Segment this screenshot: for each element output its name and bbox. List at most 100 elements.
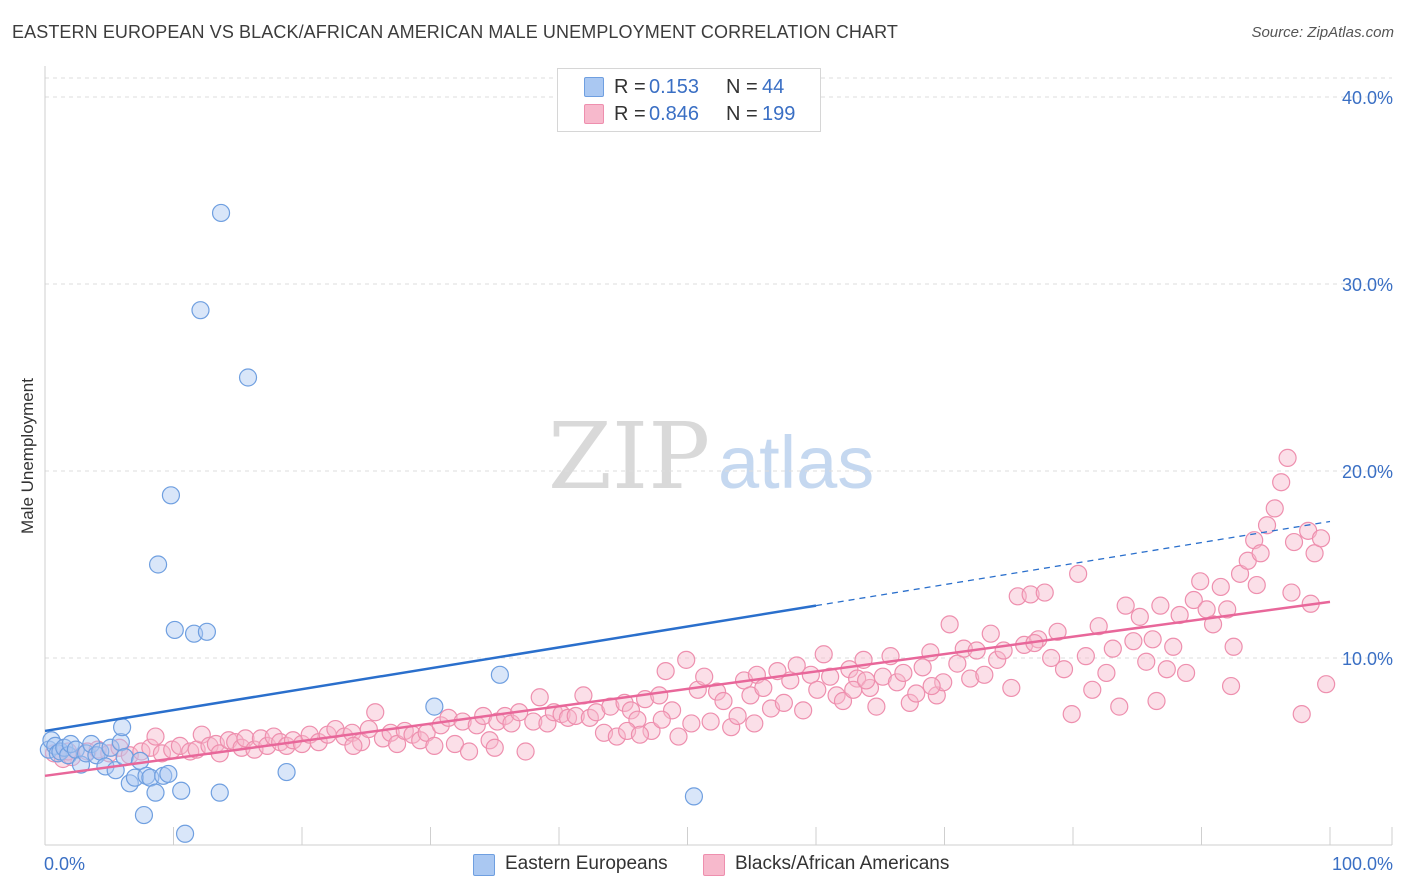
data-point bbox=[125, 768, 145, 787]
data-point bbox=[1097, 663, 1116, 683]
data-point bbox=[1257, 516, 1277, 535]
data-point bbox=[112, 718, 132, 737]
data-point bbox=[1292, 704, 1311, 724]
data-point bbox=[650, 686, 669, 705]
data-point bbox=[833, 691, 853, 711]
n-label: N = bbox=[726, 76, 758, 98]
data-point bbox=[46, 736, 65, 755]
y-tick-label: 40.0% bbox=[1342, 88, 1393, 108]
data-point bbox=[728, 706, 747, 726]
data-point bbox=[975, 665, 994, 684]
data-point bbox=[1021, 585, 1040, 604]
data-point bbox=[981, 624, 1000, 643]
data-point bbox=[120, 774, 139, 793]
legend-item-blacks-african-americans[interactable]: Blacks/African Americans bbox=[703, 852, 983, 876]
y-tick-label: 20.0% bbox=[1342, 462, 1393, 482]
data-point bbox=[988, 650, 1007, 669]
data-point bbox=[652, 710, 671, 729]
data-point bbox=[159, 764, 178, 784]
data-point bbox=[277, 762, 296, 782]
legend-swatch-blue bbox=[473, 854, 495, 876]
data-point bbox=[1265, 499, 1284, 518]
stats-row-eastern-europeans: R = 0.153 N = 44 bbox=[558, 74, 820, 100]
data-point bbox=[722, 718, 741, 737]
data-point bbox=[1076, 647, 1095, 666]
data-point bbox=[61, 734, 80, 754]
data-point bbox=[1157, 660, 1176, 679]
r-label: R = bbox=[614, 103, 646, 125]
data-point bbox=[1130, 607, 1149, 626]
data-point bbox=[146, 783, 165, 802]
tick-labels: 10.0% 20.0% 30.0% 40.0% 0.0% 100.0% bbox=[44, 88, 1393, 874]
data-point bbox=[1103, 639, 1122, 658]
data-point bbox=[566, 706, 585, 726]
data-point bbox=[1002, 678, 1021, 698]
data-point bbox=[1247, 575, 1266, 595]
series-eastern-europeans bbox=[39, 203, 704, 843]
data-point bbox=[940, 615, 959, 634]
data-point bbox=[1083, 680, 1102, 699]
data-point bbox=[867, 697, 886, 716]
data-point bbox=[682, 714, 701, 733]
data-point bbox=[701, 712, 720, 731]
trend-extension-eastern-europeans bbox=[815, 520, 1331, 607]
data-point bbox=[628, 710, 647, 729]
n-label: N = bbox=[726, 103, 758, 125]
data-point bbox=[1054, 660, 1074, 679]
data-point bbox=[1272, 473, 1291, 492]
data-point bbox=[445, 734, 465, 754]
data-point bbox=[630, 725, 650, 744]
data-point bbox=[1218, 600, 1237, 619]
data-point bbox=[148, 555, 168, 574]
data-point bbox=[1110, 697, 1129, 716]
data-point bbox=[134, 805, 154, 825]
legend-swatch-pink bbox=[703, 854, 725, 876]
data-point bbox=[927, 686, 946, 705]
data-point bbox=[607, 727, 626, 746]
data-point bbox=[1176, 663, 1196, 683]
stats-row-blacks-african-americans: R = 0.846 N = 199 bbox=[558, 101, 820, 127]
data-point bbox=[707, 682, 727, 701]
data-point bbox=[1147, 691, 1166, 711]
data-point bbox=[913, 658, 932, 677]
data-point bbox=[848, 669, 867, 688]
data-point bbox=[1282, 583, 1301, 602]
watermark: ZIP atlas bbox=[548, 403, 874, 510]
data-point bbox=[844, 680, 863, 699]
watermark-atlas: atlas bbox=[718, 421, 874, 504]
source-credit: Source: ZipAtlas.com bbox=[1251, 24, 1394, 41]
data-point bbox=[197, 622, 217, 641]
data-point bbox=[152, 744, 172, 763]
r-value: 0.153 bbox=[649, 76, 700, 98]
data-point bbox=[146, 727, 165, 746]
data-point bbox=[961, 669, 980, 688]
data-point bbox=[1116, 596, 1135, 615]
data-point bbox=[907, 684, 926, 703]
stats-swatch-pink bbox=[584, 104, 604, 124]
data-point bbox=[857, 671, 876, 690]
data-point bbox=[774, 693, 793, 712]
data-point bbox=[1317, 675, 1336, 694]
data-point bbox=[1203, 615, 1223, 634]
axes bbox=[44, 66, 1393, 846]
data-point bbox=[921, 643, 940, 662]
data-point bbox=[101, 738, 120, 757]
y-axis-title: Male Unemployment bbox=[18, 378, 37, 534]
data-point bbox=[821, 667, 840, 686]
data-point bbox=[1224, 637, 1243, 656]
data-point bbox=[662, 701, 682, 720]
data-point bbox=[538, 714, 557, 733]
data-point bbox=[1062, 704, 1081, 724]
data-point bbox=[922, 676, 941, 696]
data-point bbox=[524, 712, 543, 731]
data-point bbox=[238, 368, 258, 387]
legend-label: Eastern Europeans bbox=[505, 853, 668, 874]
legend-item-eastern-europeans[interactable]: Eastern Europeans bbox=[473, 852, 693, 876]
data-point bbox=[1284, 532, 1304, 552]
x-tick-label: 100.0% bbox=[1332, 854, 1393, 874]
data-point bbox=[1164, 637, 1183, 656]
data-point bbox=[887, 673, 907, 692]
data-point bbox=[172, 781, 191, 800]
data-point bbox=[459, 742, 479, 761]
